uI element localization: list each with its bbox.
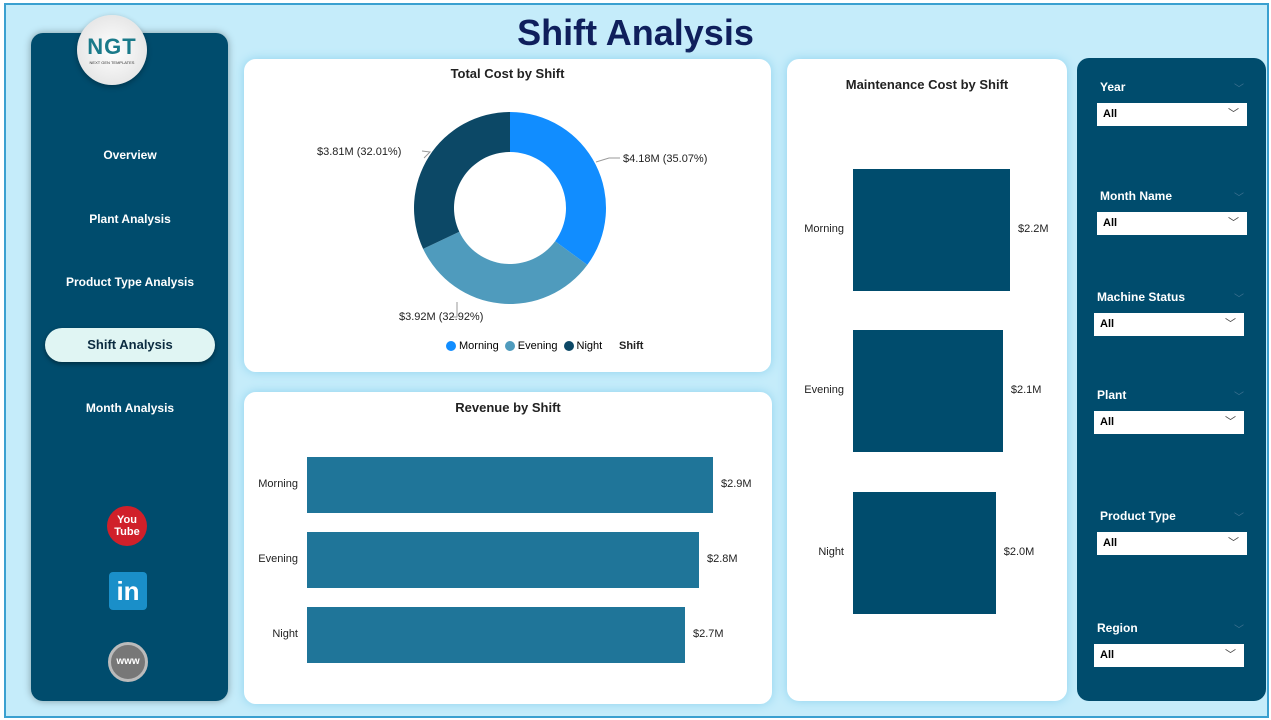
leader-line [450,302,458,318]
chevron-down-icon: ﹀ [1225,649,1236,661]
filter-label-product-type: Product Type [1100,509,1176,523]
legend-item-morning[interactable]: Morning [446,340,499,352]
data-label-night: $2.0M [1003,546,1035,558]
linkedin-icon[interactable]: in [109,572,147,610]
filter-label-plant: Plant [1097,388,1127,402]
bar-night[interactable] [853,492,996,614]
nav-month-analysis[interactable]: Month Analysis [85,401,175,415]
filter-value: All [1103,108,1118,120]
data-label-evening: $2.1M [1010,384,1042,396]
data-label-evening: $2.8M [707,553,738,565]
filter-label-month-name: Month Name [1100,189,1172,203]
legend-label: Night [576,340,603,352]
data-label-morning: $2.9M [721,478,752,490]
filter-select-region[interactable]: All ﹀ [1094,644,1244,667]
bar-morning[interactable] [307,457,713,513]
chart-title: Maintenance Cost by Shift [845,77,1009,92]
donut-slice-morning[interactable] [510,112,606,265]
legend-item-evening[interactable]: Evening [504,340,558,352]
website-icon[interactable]: www [108,642,148,682]
logo: NGT NEXT GEN TEMPLATES [77,15,147,85]
filter-value: All [1103,217,1118,229]
collapse-chevron-icon[interactable]: ﹀ [1234,392,1244,403]
collapse-chevron-icon[interactable]: ﹀ [1234,193,1244,204]
filter-panel [1077,58,1266,701]
filter-value: All [1100,318,1115,330]
legend-marker [563,341,574,351]
legend-title: Shift [619,340,644,352]
revenue-card: Revenue by Shift Morning $2.9M Evening $2… [244,392,772,704]
data-label-morning: $2.2M [1018,223,1049,235]
youtube-icon[interactable]: You Tube [107,506,147,546]
total-cost-card: Total Cost by Shift Shift Morning Evening… [244,59,771,372]
bar-evening[interactable] [307,532,699,588]
legend-marker [446,341,456,351]
filter-label-year: Year [1100,80,1126,94]
legend-marker [504,341,515,351]
filter-label-region: Region [1097,621,1138,635]
donut-chart [414,112,620,318]
data-label-morning: $4.18M (35.07%) [623,153,708,165]
legend-label: Evening [517,340,558,352]
filter-label-machine-status: Machine Status [1097,290,1186,304]
leader-line [595,157,620,163]
legend-item-night[interactable]: Night [563,340,603,352]
chevron-down-icon: ﹀ [1228,108,1239,120]
donut-slice-night[interactable] [414,112,510,249]
filter-value: All [1100,649,1115,661]
logo-subtitle: NEXT GEN TEMPLATES [89,60,135,65]
filter-select-machine-status[interactable]: All ﹀ [1094,313,1244,336]
collapse-chevron-icon[interactable]: ﹀ [1234,513,1244,524]
bar-evening[interactable] [853,330,1003,452]
chart-title: Revenue by Shift [455,400,561,415]
collapse-chevron-icon[interactable]: ﹀ [1234,294,1244,305]
nav-product-type-analysis[interactable]: Product Type Analysis [65,275,195,289]
logo-text: NGT [87,34,137,59]
bar-morning[interactable] [853,169,1010,291]
data-label-night: $2.7M [693,628,724,640]
collapse-chevron-icon[interactable]: ﹀ [1234,625,1244,636]
filter-select-month-name[interactable]: All ﹀ [1097,212,1247,235]
maintenance-card: Maintenance Cost by Shift Morning $2.2M E… [787,59,1067,701]
filter-value: All [1100,416,1115,428]
nav-plant-analysis[interactable]: Plant Analysis [89,212,171,226]
category-label-morning: Morning [804,223,844,235]
category-label-night: Night [818,546,844,558]
chart-title: Total Cost by Shift [450,66,565,81]
category-label-night: Night [272,628,298,640]
category-label-morning: Morning [258,478,298,490]
category-label-evening: Evening [258,553,298,565]
filter-value: All [1103,537,1118,549]
nav-shift-analysis[interactable]: Shift Analysis [45,328,215,362]
chevron-down-icon: ﹀ [1225,416,1236,428]
bar-night[interactable] [307,607,685,663]
chevron-down-icon: ﹀ [1225,318,1236,330]
data-label-night: $3.81M (32.01%) [317,146,402,158]
chevron-down-icon: ﹀ [1228,537,1239,549]
collapse-chevron-icon[interactable]: ﹀ [1234,84,1244,95]
nav-overview[interactable]: Overview [103,148,157,162]
chevron-down-icon: ﹀ [1228,217,1239,229]
leader-line [421,150,432,159]
legend-label: Morning [459,340,499,352]
legend: Morning Evening Night [446,340,602,352]
donut-slice-evening[interactable] [423,231,588,304]
filter-select-plant[interactable]: All ﹀ [1094,411,1244,434]
filter-select-year[interactable]: All ﹀ [1097,103,1247,126]
page-title: Shift Analysis [517,12,754,53]
category-label-evening: Evening [804,384,844,396]
data-label-evening: $3.92M (32.92%) [399,311,484,323]
filter-select-product-type[interactable]: All ﹀ [1097,532,1247,555]
